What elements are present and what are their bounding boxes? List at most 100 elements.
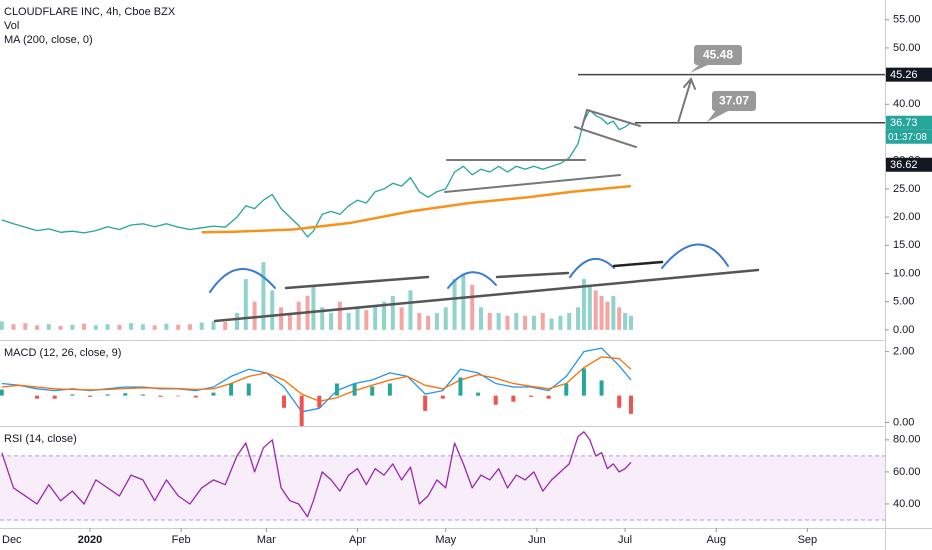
arc — [661, 243, 729, 269]
bar — [599, 380, 604, 396]
bar — [549, 318, 554, 330]
price-tag — [886, 157, 932, 172]
bar — [123, 393, 128, 396]
price-tag-label: 36.62 — [890, 159, 918, 171]
bar — [270, 290, 275, 330]
pattern-lines — [444, 77, 696, 193]
x-tick-label: Jun — [528, 534, 546, 546]
y-tick-label: 0.00 — [893, 416, 914, 428]
price-tag — [886, 67, 932, 82]
drawings: 45.48 37.07 — [209, 45, 760, 323]
bar — [399, 307, 404, 330]
callout: 45.48 — [690, 45, 742, 73]
marks: 0.005.0010.0015.0020.0025.0030.0035.0040… — [0, 14, 932, 546]
bar — [176, 395, 181, 397]
bar — [11, 324, 16, 330]
bar — [0, 389, 4, 396]
bar — [623, 312, 628, 330]
x-tick-label: May — [435, 534, 456, 546]
bar — [352, 383, 357, 396]
countdown-tag — [886, 129, 932, 144]
x-tick-label: Feb — [172, 534, 191, 546]
bar — [617, 307, 622, 330]
bar — [105, 394, 110, 396]
bar — [117, 324, 122, 330]
bar — [164, 323, 169, 330]
y-tick-label: 55.00 — [893, 14, 921, 26]
bar — [199, 322, 204, 330]
bar — [58, 325, 63, 330]
chart-title: CLOUDFLARE INC, 4h, Cboe BZX — [4, 6, 176, 18]
bar — [581, 279, 586, 330]
bar — [152, 325, 157, 330]
bar — [158, 395, 163, 397]
y-tick-label: 20.00 — [893, 211, 921, 223]
bar — [558, 315, 563, 330]
bar — [70, 394, 75, 396]
rsi-band — [0, 455, 885, 520]
bar — [35, 325, 40, 330]
bar — [70, 324, 75, 330]
y-tick-label: 80.00 — [893, 434, 921, 446]
series-line — [201, 184, 632, 234]
bar — [346, 312, 351, 330]
countdown-label: 01:37:08 — [888, 132, 927, 143]
bar — [523, 315, 528, 330]
price-tag — [886, 115, 932, 130]
callout: 37.07 — [707, 91, 756, 122]
bar — [364, 310, 369, 330]
bar — [355, 307, 360, 330]
bar — [140, 394, 145, 396]
bar — [373, 307, 378, 330]
bar — [628, 315, 633, 330]
bar — [611, 296, 616, 330]
y-tick-label: 15.00 — [893, 239, 921, 251]
bar — [317, 395, 322, 408]
bar — [87, 395, 92, 397]
bar — [417, 312, 422, 330]
y-tick-label: 25.00 — [893, 183, 921, 195]
bar — [320, 307, 325, 330]
x-tick-label: Apr — [349, 534, 366, 546]
bar — [546, 395, 551, 399]
trendlines — [213, 260, 760, 323]
bar — [246, 383, 251, 396]
bar — [423, 395, 428, 411]
bar — [605, 301, 610, 330]
bar — [479, 307, 484, 330]
bar — [514, 312, 519, 330]
bar — [261, 262, 266, 330]
bar — [443, 307, 448, 330]
bar — [470, 284, 475, 330]
bar — [617, 395, 622, 408]
bar — [434, 312, 439, 330]
trendline — [612, 260, 664, 268]
trendline — [213, 268, 760, 323]
bar — [487, 312, 492, 330]
bar — [529, 395, 533, 397]
bar — [93, 325, 98, 330]
bar — [243, 279, 248, 330]
bar — [370, 386, 375, 396]
pane-title: MACD (12, 26, close, 9) — [4, 347, 121, 359]
bar — [493, 395, 498, 405]
bar — [140, 324, 145, 330]
bar — [581, 368, 586, 396]
bar — [234, 312, 239, 330]
trendline — [284, 275, 430, 290]
bar — [426, 315, 431, 330]
callout-pointer — [690, 64, 710, 73]
x-tick-label: Dec — [2, 534, 22, 546]
y-tick-label: 40.00 — [893, 98, 921, 110]
y-tick-label: 0.00 — [893, 324, 914, 336]
bar — [505, 315, 510, 330]
bar — [390, 296, 395, 330]
bar — [334, 383, 339, 396]
arrow-head — [683, 77, 696, 90]
arc — [447, 271, 497, 289]
x-tick-label: Sep — [798, 534, 818, 546]
bar — [299, 395, 304, 426]
bar — [129, 323, 134, 330]
